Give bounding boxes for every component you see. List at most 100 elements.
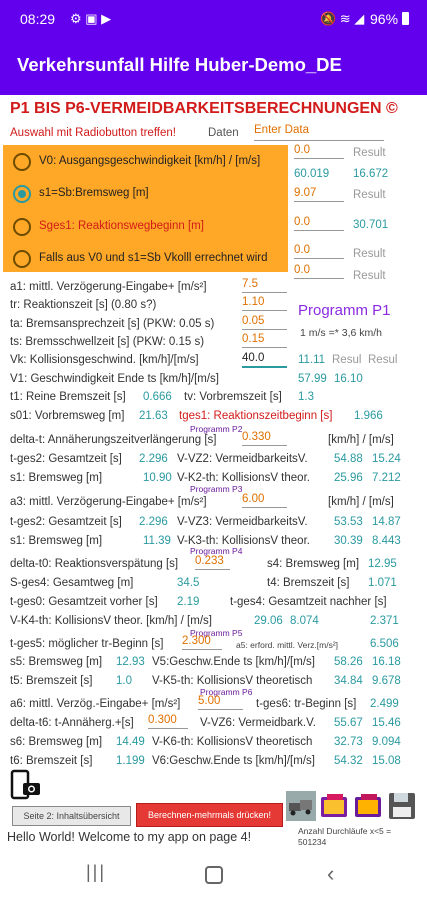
label-vz3: V-VZ3: VermeidbarkeitsV.: [177, 516, 308, 528]
field-sges1[interactable]: 0.0: [294, 215, 344, 231]
program-p6-label: Programm P6: [200, 687, 253, 697]
back-icon[interactable]: ‹: [327, 861, 335, 886]
result-sges1: 30.701: [353, 219, 389, 231]
label-ta: ta: Bremsansprechzeit [s] (PKW: 0.05 s): [10, 318, 215, 330]
result-a5: 6.506: [370, 638, 399, 650]
input-dt6[interactable]: 0.300: [148, 713, 188, 729]
result-tges4: 2.371: [370, 615, 399, 627]
result-tges6: 2.499: [370, 698, 399, 710]
input-tges5[interactable]: 2.300: [182, 634, 222, 650]
save-icon[interactable]: [387, 791, 417, 821]
label-t5: t5: Bremszeit [s]: [10, 675, 93, 687]
calculate-button[interactable]: Berechnen-mehrmals drücken!: [136, 803, 283, 827]
label-s5: s5: Bremsweg [m]: [10, 656, 103, 668]
result-v5-kmh: 58.26: [334, 656, 363, 668]
label-vk: Vk: Kollisionsgeschwind. [km/h]/[m/s]: [10, 354, 199, 366]
result-vz6-ms: 15.46: [372, 717, 401, 729]
result-vk2-ms: 7.212: [372, 472, 401, 484]
input-a6[interactable]: 5.00: [198, 694, 243, 710]
program-p3-label: Programm P3: [190, 484, 243, 494]
notification-icons: ⚙ ▣ ▶: [70, 11, 112, 26]
runs-value: 501234: [298, 837, 327, 847]
crash-image-icon[interactable]: [286, 791, 316, 821]
field-s1[interactable]: 9.07: [294, 186, 344, 202]
label-tges6: t-ges6: tr-Beginn [s]: [256, 698, 357, 710]
result-vk5-kmh: 34.84: [334, 675, 363, 687]
screenshot-icon[interactable]: [10, 769, 42, 801]
label-tges5: t-ges5: möglicher tr-Beginn [s]: [10, 638, 164, 650]
input-ts[interactable]: 0.15: [242, 332, 287, 348]
battery-icon: [402, 12, 409, 25]
result-label-vk2: Resul: [368, 354, 398, 366]
result-s4: 12.95: [368, 558, 397, 570]
label-tges4: t-ges4: Gesamtzeit nachher [s]: [230, 596, 387, 608]
input-vk[interactable]: 40.0: [242, 351, 287, 368]
result-s6: 14.49: [116, 736, 145, 748]
enter-data-field[interactable]: Enter Data: [254, 124, 384, 141]
result-tges0: 2.19: [177, 596, 200, 608]
recents-icon[interactable]: |||: [86, 862, 107, 882]
input-ta[interactable]: 0.05: [242, 314, 287, 330]
result-vk6-ms: 9.094: [372, 736, 401, 748]
radio-s1-label: s1=Sb:Bremsweg [m]: [39, 187, 149, 199]
field-vkoll-2[interactable]: 0.0: [294, 263, 344, 279]
label-vz6: V-VZ6: Vermeidbark.V.: [200, 717, 316, 729]
label-a1: a1: mittl. Verzögerung-Eingabe+ [m/s²]: [10, 281, 207, 293]
label-vk4: V-K4-th: KollisionsV theor. [km/h] / [m/…: [10, 615, 212, 627]
result-vz6-kmh: 55.67: [334, 717, 363, 729]
label-t6: t6: Bremszeit [s]: [10, 755, 93, 767]
input-a3[interactable]: 6.00: [242, 492, 287, 508]
runs-label: Anzahl Durchläufe x<5 =: [298, 826, 392, 836]
radio-v0-label: V0: Ausgangsgeschwindigkeit [km/h] / [m/…: [39, 155, 261, 167]
unit-p3: [km/h] / [m/s]: [328, 496, 394, 508]
result-tges1: 1.966: [354, 410, 383, 422]
result-vz3-kmh: 53.53: [334, 516, 363, 528]
label-s01: s01: Vorbremsweg [m]: [10, 410, 125, 422]
label-tges1: tges1: Reaktionszeitbeginn [s]: [179, 410, 333, 422]
label-t4: t4: Bremszeit [s]: [267, 577, 350, 589]
input-dt[interactable]: 0.330: [242, 430, 287, 446]
radio-vkoll-label: Falls aus V0 und s1=Sb Vkolll errechnet …: [39, 252, 268, 264]
field-v0[interactable]: 0.0: [294, 143, 344, 159]
battery-percent: 96%: [370, 11, 399, 27]
program-p1-title: Programm P1: [298, 302, 391, 319]
home-icon[interactable]: [205, 866, 223, 884]
result-vk-ms: 11.11: [298, 354, 326, 366]
result-label-3: Result: [353, 248, 386, 260]
field-vkoll-1[interactable]: 0.0: [294, 243, 344, 259]
unit-p2: [km/h] / [m/s]: [328, 434, 394, 446]
app-bar: Verkehrsunfall Hilfe Huber-Demo_DE: [0, 38, 427, 95]
label-a6: a6: mittl. Verzög.-Eingabe+ [m/s²]: [10, 698, 181, 710]
program-p4-label: Programm P4: [190, 546, 243, 556]
label-s1-p3: s1: Bremsweg [m]: [10, 535, 103, 547]
radio-v0[interactable]: [13, 153, 31, 171]
radio-vkoll[interactable]: [13, 250, 31, 268]
book-icon-2[interactable]: [353, 791, 385, 821]
tab-daten[interactable]: Daten: [208, 127, 239, 139]
result-v0-ms: 16.672: [353, 168, 389, 180]
radio-s1[interactable]: [13, 185, 31, 203]
input-tr[interactable]: 1.10: [242, 295, 287, 311]
label-dt6: delta-t6: t-Annäherg.+[s]: [10, 717, 134, 729]
result-s1-p3: 11.39: [143, 535, 171, 547]
result-vz2-ms: 15.24: [372, 453, 401, 465]
label-s6: s6: Bremsweg [m]: [10, 736, 103, 748]
label-a3: a3: mittl. Verzögerung-Eingabe+ [m/s²]: [10, 496, 207, 508]
input-dt0[interactable]: 0.233: [195, 554, 230, 570]
result-label-4: Result: [353, 270, 386, 282]
book-icon-1[interactable]: [319, 791, 351, 821]
page2-button[interactable]: Seite 2: Inhaltsübersicht: [12, 806, 131, 826]
input-a1[interactable]: 7.5: [242, 277, 287, 293]
result-v6-kmh: 54.32: [334, 755, 363, 767]
radio-sges1[interactable]: [13, 218, 31, 236]
result-vk4-ms: 8.074: [290, 615, 319, 627]
radio-group: V0: Ausgangsgeschwindigkeit [km/h] / [m/…: [3, 145, 288, 272]
result-t1: 0.666: [143, 391, 172, 403]
result-v6-ms: 15.08: [372, 755, 401, 767]
result-vk3-ms: 8.443: [372, 535, 401, 547]
label-tges0: t-ges0: Gesamtzeit vorher [s]: [10, 596, 158, 608]
label-tges2-p3: t-ges2: Gesamtzeit [s]: [10, 516, 122, 528]
label-sges4: S-ges4: Gesamtweg [m]: [10, 577, 134, 589]
result-vz2-kmh: 54.88: [334, 453, 363, 465]
label-ts: ts: Bremsschwellzeit [s] (PKW: 0.15 s): [10, 336, 205, 348]
